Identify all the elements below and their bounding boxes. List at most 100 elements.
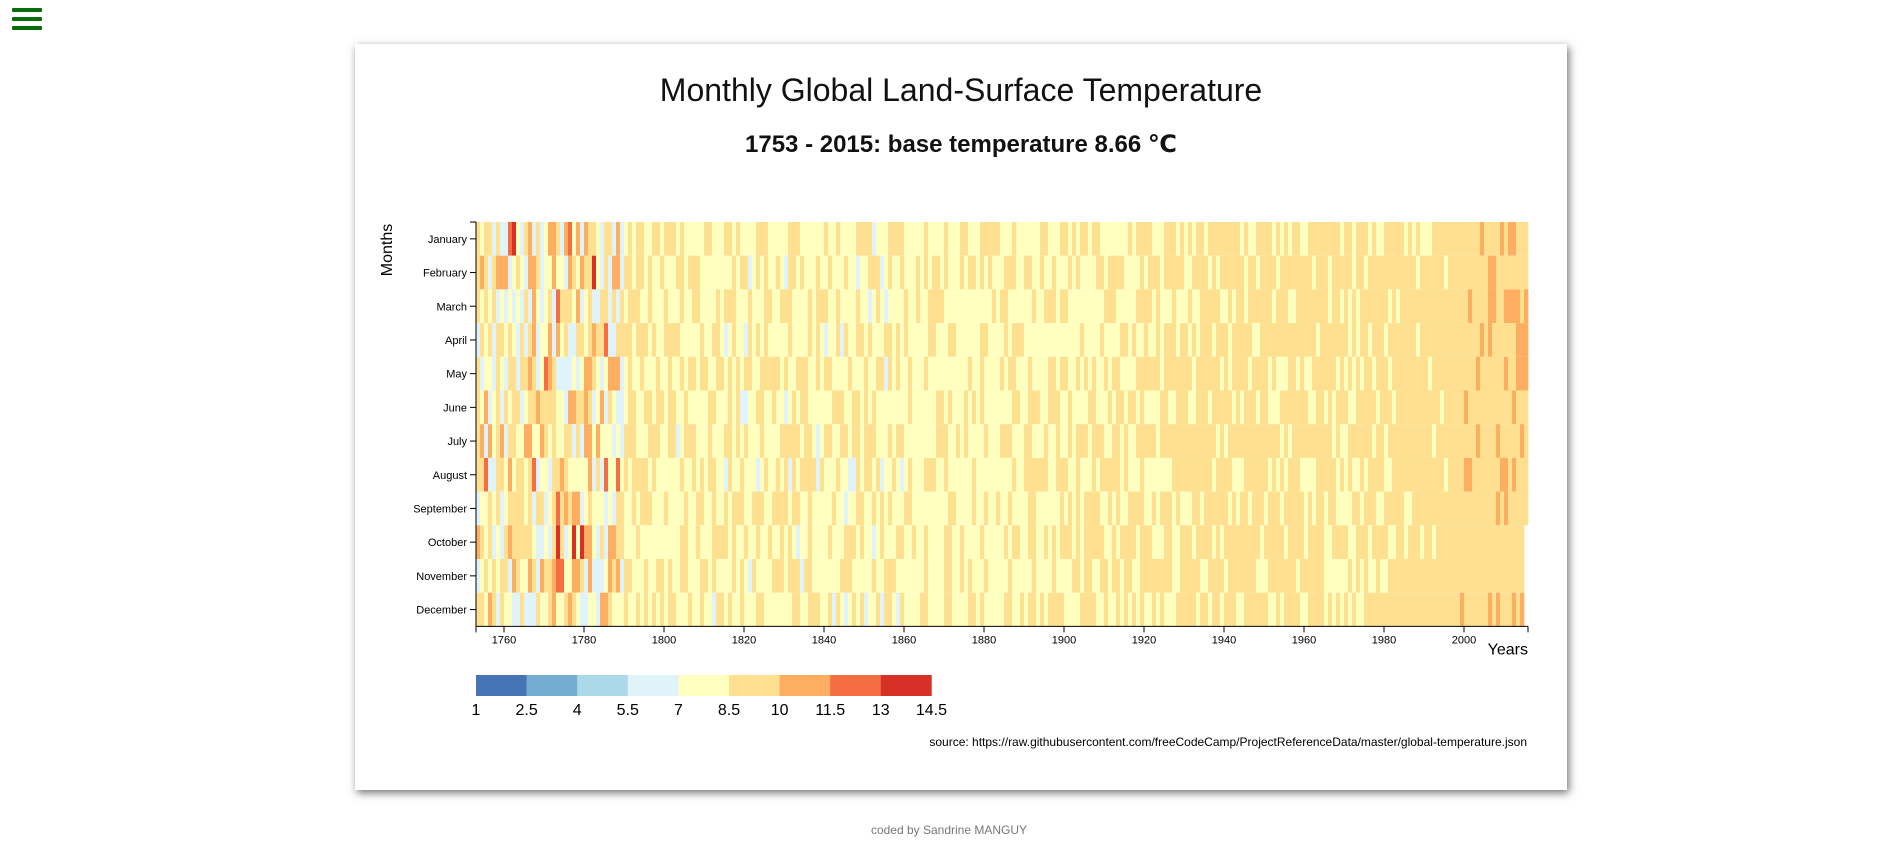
heatmap-cell[interactable] [800,559,805,593]
heatmap-cell[interactable] [1412,289,1417,324]
heatmap-cell[interactable] [632,323,637,357]
heatmap-cell[interactable] [656,390,661,425]
heatmap-cell[interactable] [760,592,765,627]
heatmap-cell[interactable] [664,289,669,324]
heatmap-cell[interactable] [700,356,705,391]
heatmap-cell[interactable] [880,424,885,458]
heatmap-cell[interactable] [576,356,581,391]
heatmap-cell[interactable] [1128,356,1133,391]
heatmap-cell[interactable] [476,323,481,357]
heatmap-cell[interactable] [1204,255,1209,290]
heatmap-cell[interactable] [1368,289,1373,324]
heatmap-cell[interactable] [724,323,729,357]
heatmap-cell[interactable] [1300,457,1305,492]
heatmap-cell[interactable] [760,323,765,357]
heatmap-cell[interactable] [1392,525,1397,559]
heatmap-cell[interactable] [544,323,549,357]
heatmap-cell[interactable] [588,559,593,593]
heatmap-cell[interactable] [1356,457,1361,492]
heatmap-cell[interactable] [1364,255,1369,290]
heatmap-cell[interactable] [948,390,953,425]
heatmap-cell[interactable] [1100,356,1105,391]
heatmap-cell[interactable] [900,356,905,391]
heatmap-cell[interactable] [1044,356,1049,391]
heatmap-cell[interactable] [1252,390,1257,425]
heatmap-cell[interactable] [1488,424,1493,458]
heatmap-cell[interactable] [1032,559,1037,593]
heatmap-cell[interactable] [572,356,577,391]
heatmap-cell[interactable] [524,323,529,357]
heatmap-cell[interactable] [1372,255,1377,290]
heatmap-cell[interactable] [1288,356,1293,391]
heatmap-cell[interactable] [1448,323,1453,357]
heatmap-cell[interactable] [1304,356,1309,391]
heatmap-cell[interactable] [844,356,849,391]
heatmap-cell[interactable] [896,255,901,290]
heatmap-cell[interactable] [1344,525,1349,559]
heatmap-cell[interactable] [1052,525,1057,559]
heatmap-cell[interactable] [1416,491,1421,526]
heatmap-cell[interactable] [1052,390,1057,425]
heatmap-cell[interactable] [1052,289,1057,324]
heatmap-cell[interactable] [1116,424,1121,458]
heatmap-cell[interactable] [1068,559,1073,593]
heatmap-cell[interactable] [768,323,773,357]
heatmap-cell[interactable] [912,390,917,425]
heatmap-cell[interactable] [596,525,601,559]
heatmap-cell[interactable] [1260,255,1265,290]
heatmap-cell[interactable] [1148,323,1153,357]
heatmap-cell[interactable] [1408,491,1413,526]
heatmap-cell[interactable] [1244,356,1249,391]
heatmap-cell[interactable] [684,525,689,559]
heatmap-cell[interactable] [808,390,813,425]
heatmap-cell[interactable] [1456,356,1461,391]
heatmap-cell[interactable] [1380,323,1385,357]
heatmap-cell[interactable] [1324,457,1329,492]
heatmap-cell[interactable] [1500,525,1505,559]
heatmap-cell[interactable] [1452,390,1457,425]
heatmap-cell[interactable] [536,356,541,391]
heatmap-cell[interactable] [1056,424,1061,458]
heatmap-cell[interactable] [624,592,629,627]
heatmap-cell[interactable] [936,289,941,324]
heatmap-cell[interactable] [756,457,761,492]
heatmap-cell[interactable] [676,525,681,559]
heatmap-cell[interactable] [492,457,497,492]
heatmap-cell[interactable] [1056,457,1061,492]
heatmap-cell[interactable] [1024,356,1029,391]
heatmap-cell[interactable] [1296,356,1301,391]
heatmap-cell[interactable] [1508,222,1513,256]
heatmap-cell[interactable] [1392,390,1397,425]
heatmap-cell[interactable] [1108,222,1113,256]
heatmap-cell[interactable] [788,592,793,627]
heatmap-cell[interactable] [556,457,561,492]
heatmap-cell[interactable] [876,424,881,458]
heatmap-cell[interactable] [1380,424,1385,458]
heatmap-cell[interactable] [1084,592,1089,627]
heatmap-cell[interactable] [816,390,821,425]
heatmap-cell[interactable] [904,491,909,526]
heatmap-cell[interactable] [836,323,841,357]
heatmap-cell[interactable] [676,289,681,324]
heatmap-cell[interactable] [632,525,637,559]
heatmap-cell[interactable] [716,424,721,458]
heatmap-cell[interactable] [1408,457,1413,492]
heatmap-cell[interactable] [1416,255,1421,290]
heatmap-cell[interactable] [952,255,957,290]
heatmap-cell[interactable] [1312,559,1317,593]
heatmap-cell[interactable] [1224,356,1229,391]
heatmap-cell[interactable] [476,424,481,458]
heatmap-cell[interactable] [504,222,509,256]
heatmap-cell[interactable] [792,289,797,324]
heatmap-cell[interactable] [1488,525,1493,559]
heatmap-cell[interactable] [888,525,893,559]
heatmap-cell[interactable] [1040,457,1045,492]
heatmap-cell[interactable] [1436,525,1441,559]
heatmap-cell[interactable] [828,525,833,559]
heatmap-cell[interactable] [1336,559,1341,593]
heatmap-cell[interactable] [776,457,781,492]
heatmap-cell[interactable] [832,491,837,526]
heatmap-cell[interactable] [1300,592,1305,627]
heatmap-cell[interactable] [728,356,733,391]
heatmap-cell[interactable] [1364,323,1369,357]
